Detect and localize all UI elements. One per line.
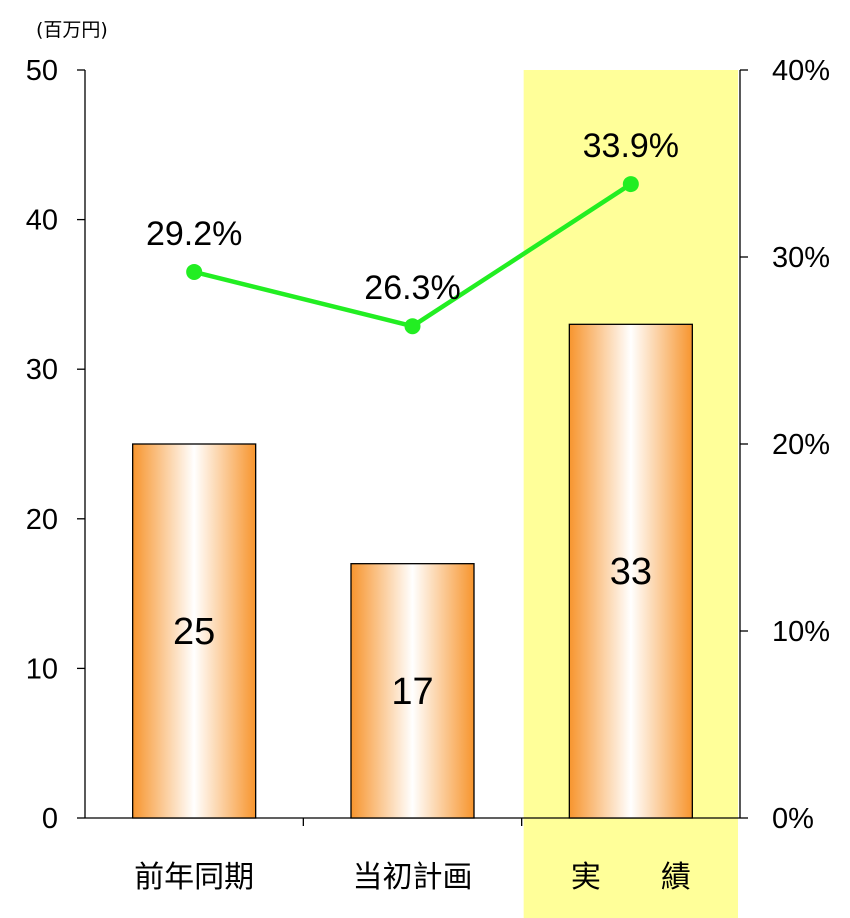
left-tick-label: 10 [26,653,58,685]
ratio-value-label: 33.9% [583,127,679,165]
right-tick-label: 30% [772,242,830,274]
bar [350,563,475,819]
category-label: 実 績 [571,860,691,895]
bar [568,323,693,819]
ratio-point [186,263,203,280]
bar [132,443,257,819]
ratio-value-label: 29.2% [146,215,242,253]
left-tick-label: 50 [26,55,58,87]
left-tick-label: 30 [26,354,58,386]
bar-value-label: 17 [391,671,433,713]
category-label: 当初計画 [353,860,473,895]
left-tick-label: 40 [26,205,58,237]
left-tick-label: 0 [42,803,58,835]
right-tick-label: 20% [772,429,830,461]
right-tick-label: 40% [772,55,830,87]
unit-label: (百万円) [36,19,108,41]
right-tick-label: 10% [772,616,830,648]
left-tick-label: 20 [26,504,58,536]
ratio-value-label: 26.3% [364,269,460,307]
ratio-point [622,176,639,193]
bar-value-label: 25 [173,611,215,653]
ratio-point [404,318,421,335]
bar-value-label: 33 [610,551,652,593]
right-tick-label: 0% [772,803,814,835]
category-label: 前年同期 [134,860,254,895]
